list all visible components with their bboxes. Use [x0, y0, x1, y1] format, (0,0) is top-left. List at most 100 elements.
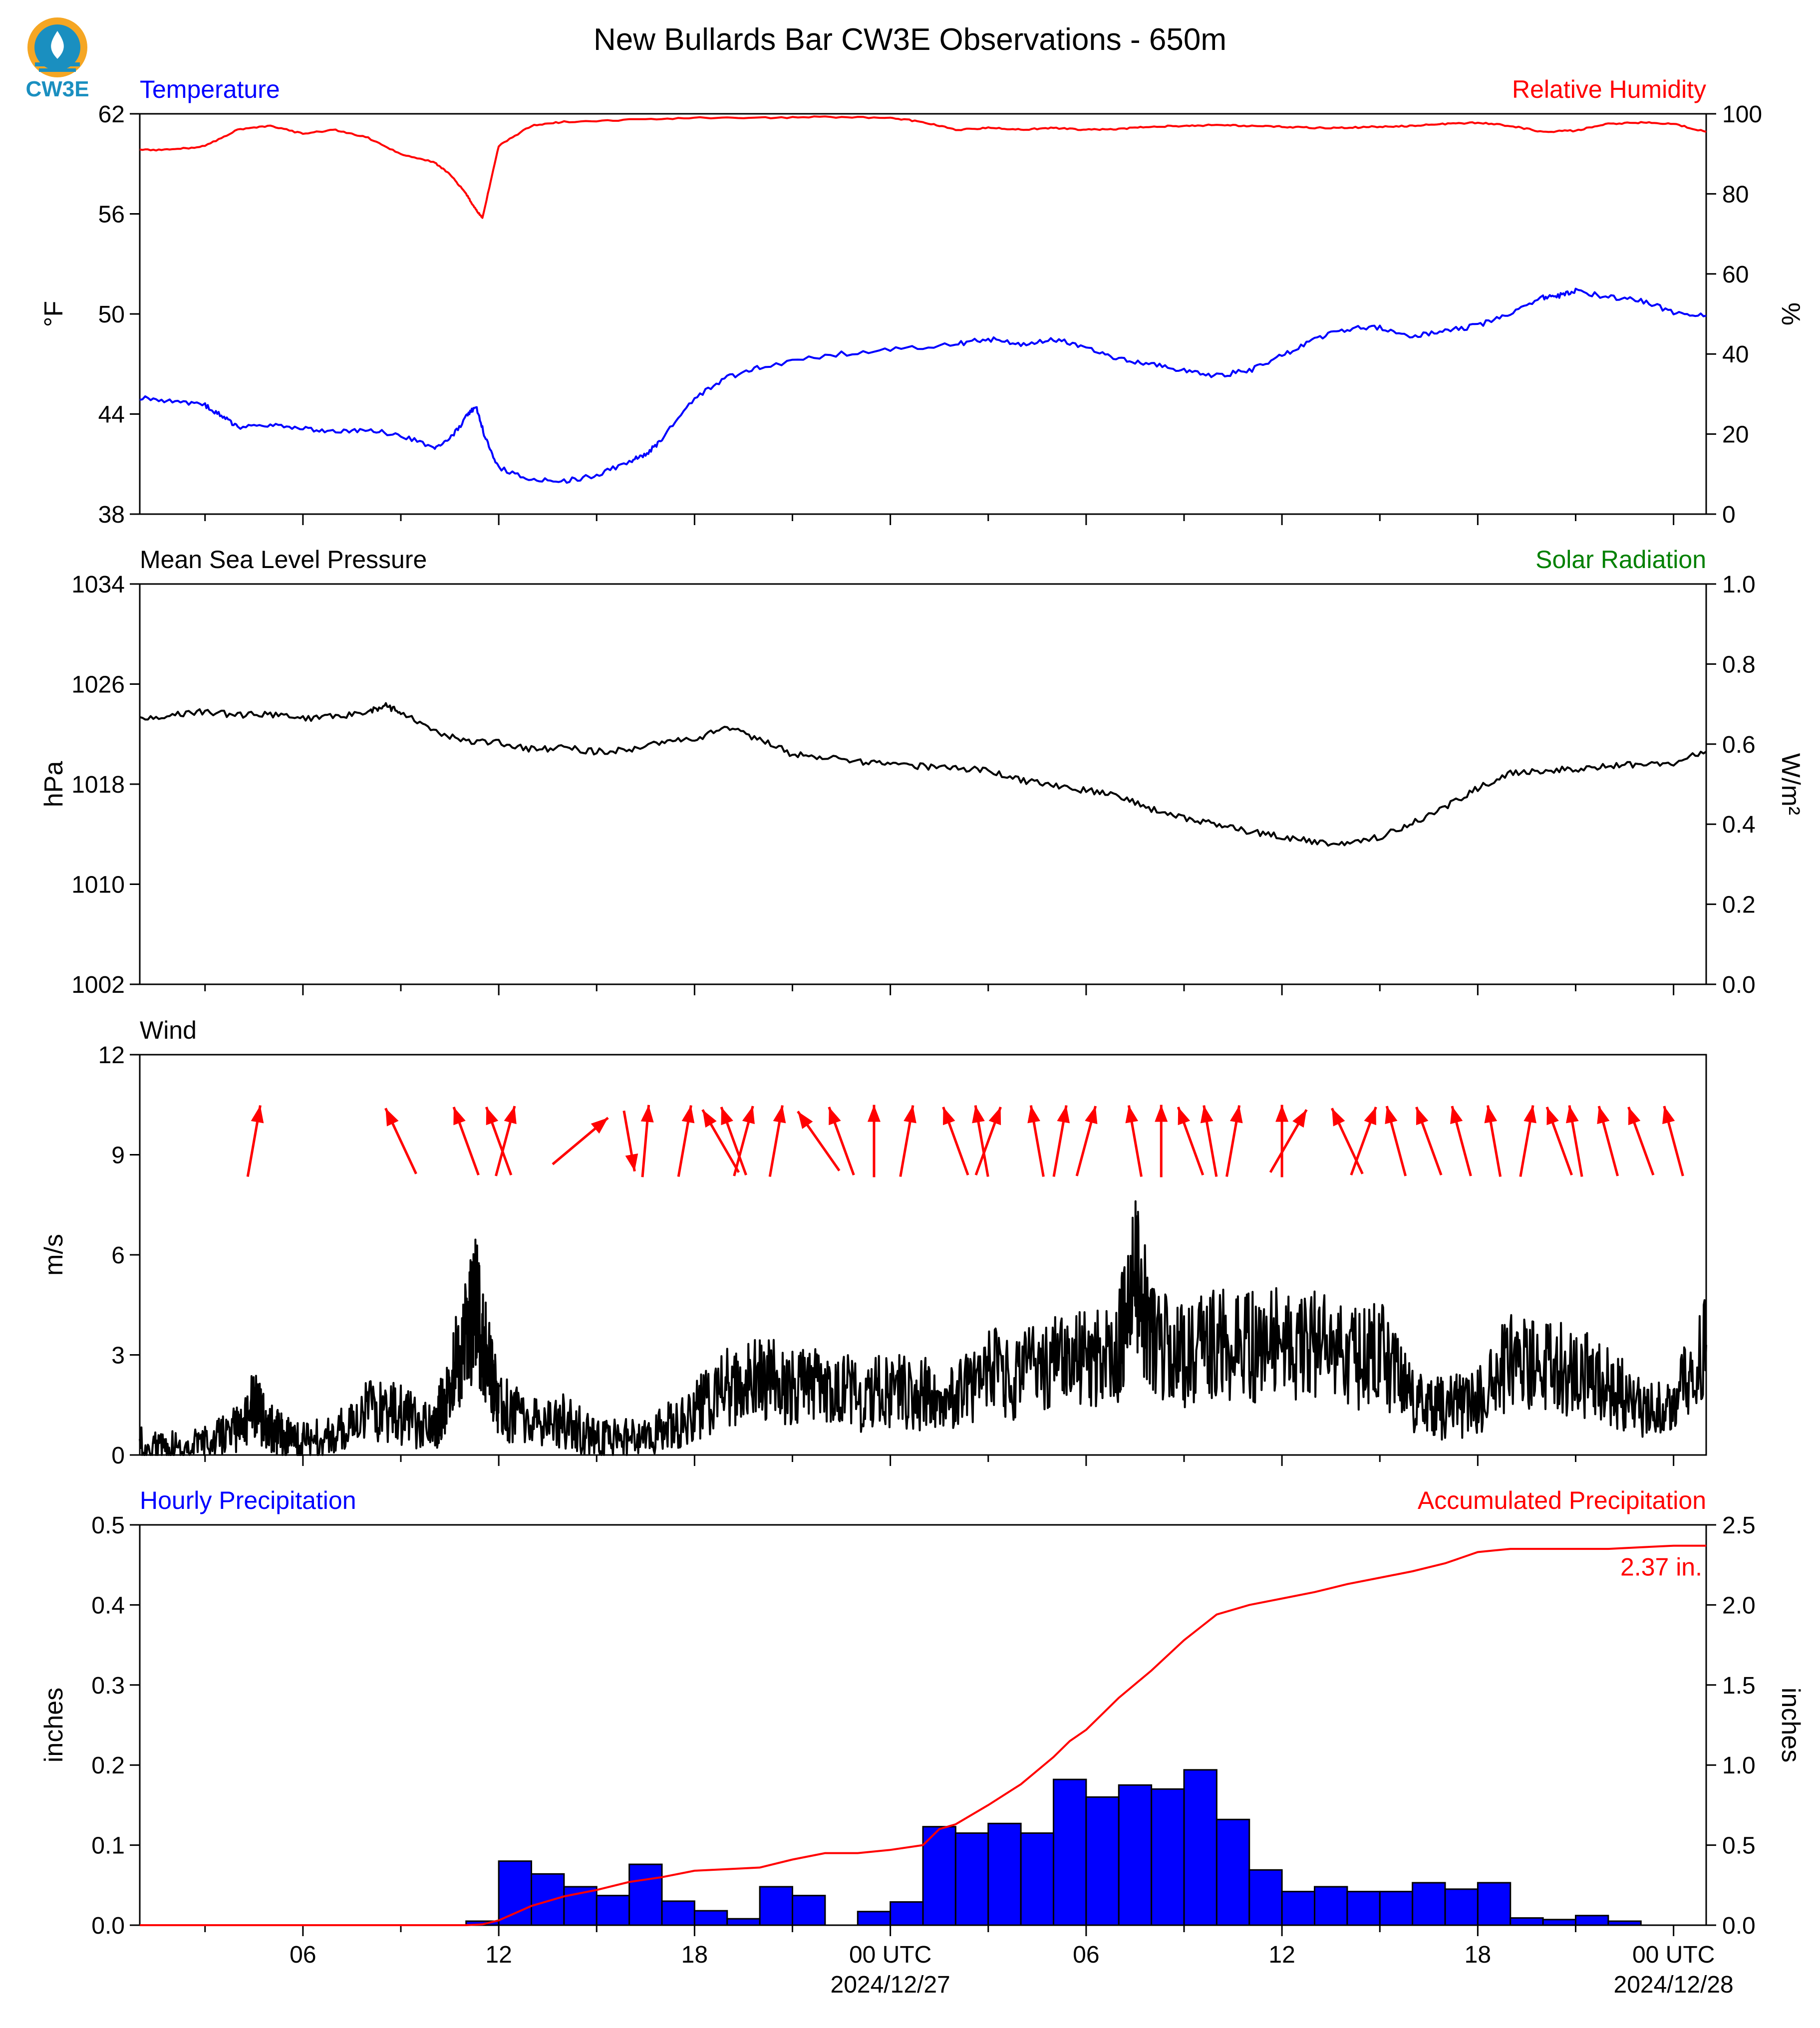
y-tick-label: 62: [98, 101, 125, 128]
wind-arrow: [733, 1106, 755, 1176]
wind-arrow: [1545, 1107, 1573, 1175]
panel-title-right: Solar Radiation: [1535, 546, 1706, 574]
wind-arrow: [1330, 1108, 1364, 1174]
y-tick-label: 50: [98, 301, 125, 328]
wind-arrow-head: [1057, 1105, 1070, 1124]
wind-arrow: [677, 1105, 695, 1177]
panel-title-left: Mean Sea Level Pressure: [140, 546, 427, 574]
logo-wave-2: [39, 68, 76, 72]
wind-arrow: [1155, 1105, 1168, 1177]
precip-bar: [759, 1886, 793, 1926]
wind-arrow: [552, 1117, 609, 1165]
y-tick-label: 56: [98, 202, 125, 228]
precip-bar: [1379, 1891, 1414, 1926]
wind-arrow: [1450, 1106, 1472, 1176]
wind-arrow-head: [1385, 1106, 1398, 1125]
y-tick-label: 1018: [71, 772, 125, 798]
wind-arrow: [452, 1107, 480, 1175]
wind-arrow-head: [1628, 1107, 1641, 1126]
wind-arrow: [1125, 1105, 1143, 1177]
wind-arrow-head: [867, 1105, 881, 1122]
y-right-tick-label: 2.0: [1722, 1592, 1756, 1619]
precip-bar: [1020, 1832, 1054, 1926]
wind-arrow-head: [1546, 1107, 1559, 1126]
wind-arrow-head: [1597, 1106, 1610, 1125]
wind-arrow-head: [1292, 1110, 1307, 1128]
wind-arrow-head: [972, 1105, 985, 1124]
wind-arrow-head: [1484, 1105, 1498, 1124]
accumulated-precip-line: [140, 1544, 1706, 1926]
wind-arrow-head: [1027, 1105, 1040, 1124]
precip-bar: [1085, 1796, 1120, 1926]
y-tick-label: 0.2: [91, 1752, 125, 1779]
x-tick-label: 12: [1268, 1942, 1295, 1968]
cw3e-logo: CW3E: [25, 17, 89, 101]
figure-title: New Bullards Bar CW3E Observations - 650…: [594, 22, 1226, 57]
panel-title-right: Relative Humidity: [1512, 75, 1706, 103]
precip-bar: [1346, 1891, 1381, 1926]
precip-bar: [596, 1895, 630, 1926]
wind-arrow-head: [1275, 1105, 1289, 1122]
y-tick-label: 1002: [71, 972, 125, 998]
accumulated-total-annotation: 2.37 in.: [1620, 1553, 1702, 1581]
y-tick-label: 0.0: [91, 1913, 125, 1939]
wind-arrow: [495, 1106, 517, 1176]
y-tick-label: 9: [111, 1143, 125, 1169]
wind-arrow-head: [1450, 1106, 1463, 1125]
wind-arrow: [1177, 1107, 1205, 1175]
precip-bar: [1314, 1886, 1348, 1926]
wind-arrow-head: [1155, 1105, 1168, 1122]
wind-arrow: [828, 1107, 855, 1175]
precipitation-panel: Hourly Precipitation Accumulated Precipit…: [39, 1486, 1805, 1939]
y-tick-label: 44: [98, 402, 125, 428]
precip-bar: [1444, 1888, 1479, 1926]
precip-bar: [661, 1900, 695, 1926]
wind-arrow: [246, 1105, 264, 1177]
wind-arrow-head: [904, 1105, 916, 1124]
y-axis-label: °F: [39, 301, 68, 327]
wind-arrow-head: [1364, 1107, 1376, 1126]
precip-bar: [1477, 1882, 1512, 1926]
series-line-mean-sea-level-pressure: [139, 702, 1707, 847]
y-right-tick-label: 40: [1722, 341, 1749, 368]
y-right-tick-label: 0: [1722, 502, 1736, 528]
y-tick-label: 0.3: [91, 1673, 125, 1699]
panel-title-left: Wind: [140, 1016, 197, 1044]
y-right-tick-label: 0.4: [1722, 812, 1756, 838]
wind-arrow: [1627, 1107, 1655, 1175]
series-line-temperature: [139, 288, 1707, 484]
wind-arrow-head: [385, 1108, 399, 1127]
wind-arrow: [768, 1105, 786, 1177]
y-right-tick-label: 1.0: [1722, 1752, 1756, 1779]
x-tick-label: 00 UTC: [1632, 1942, 1715, 1968]
y-right-tick-label: 60: [1722, 262, 1749, 288]
wind-arrow: [942, 1107, 969, 1175]
precip-bar: [1248, 1869, 1283, 1926]
y-tick-label: 0.5: [91, 1512, 125, 1539]
precip-bar: [498, 1860, 532, 1926]
x-date-label: 2024/12/28: [1614, 1972, 1734, 1998]
y-tick-label: 0: [111, 1443, 125, 1469]
precip-bar: [628, 1863, 663, 1926]
wind-arrow-head: [1332, 1108, 1345, 1127]
wind-arrow-head: [1662, 1106, 1675, 1125]
y-tick-label: 3: [111, 1343, 125, 1369]
y-right-tick-label: 80: [1722, 181, 1749, 208]
wind-arrow-head: [773, 1105, 786, 1124]
wind-arrow: [720, 1107, 747, 1175]
precip-bar: [693, 1910, 728, 1926]
wind-arrow: [1225, 1105, 1243, 1177]
x-tick-label: 18: [1465, 1942, 1491, 1968]
wind-arrow-head: [453, 1107, 466, 1126]
wind-panel: Wind 0 3 6 9 12 m/s: [39, 1016, 1707, 1469]
y-right-tick-label: 1.0: [1722, 572, 1756, 598]
wind-arrow-head: [988, 1107, 1001, 1126]
wind-arrow-head: [1416, 1107, 1429, 1126]
wind-arrow: [1597, 1106, 1619, 1176]
wind-arrow-head: [1523, 1105, 1536, 1124]
wind-arrow-head: [625, 1153, 638, 1171]
wind-arrow: [1484, 1105, 1502, 1177]
y-tick-label: 1010: [71, 872, 125, 898]
x-tick-label: 12: [485, 1942, 512, 1968]
wind-arrow: [1200, 1105, 1218, 1177]
